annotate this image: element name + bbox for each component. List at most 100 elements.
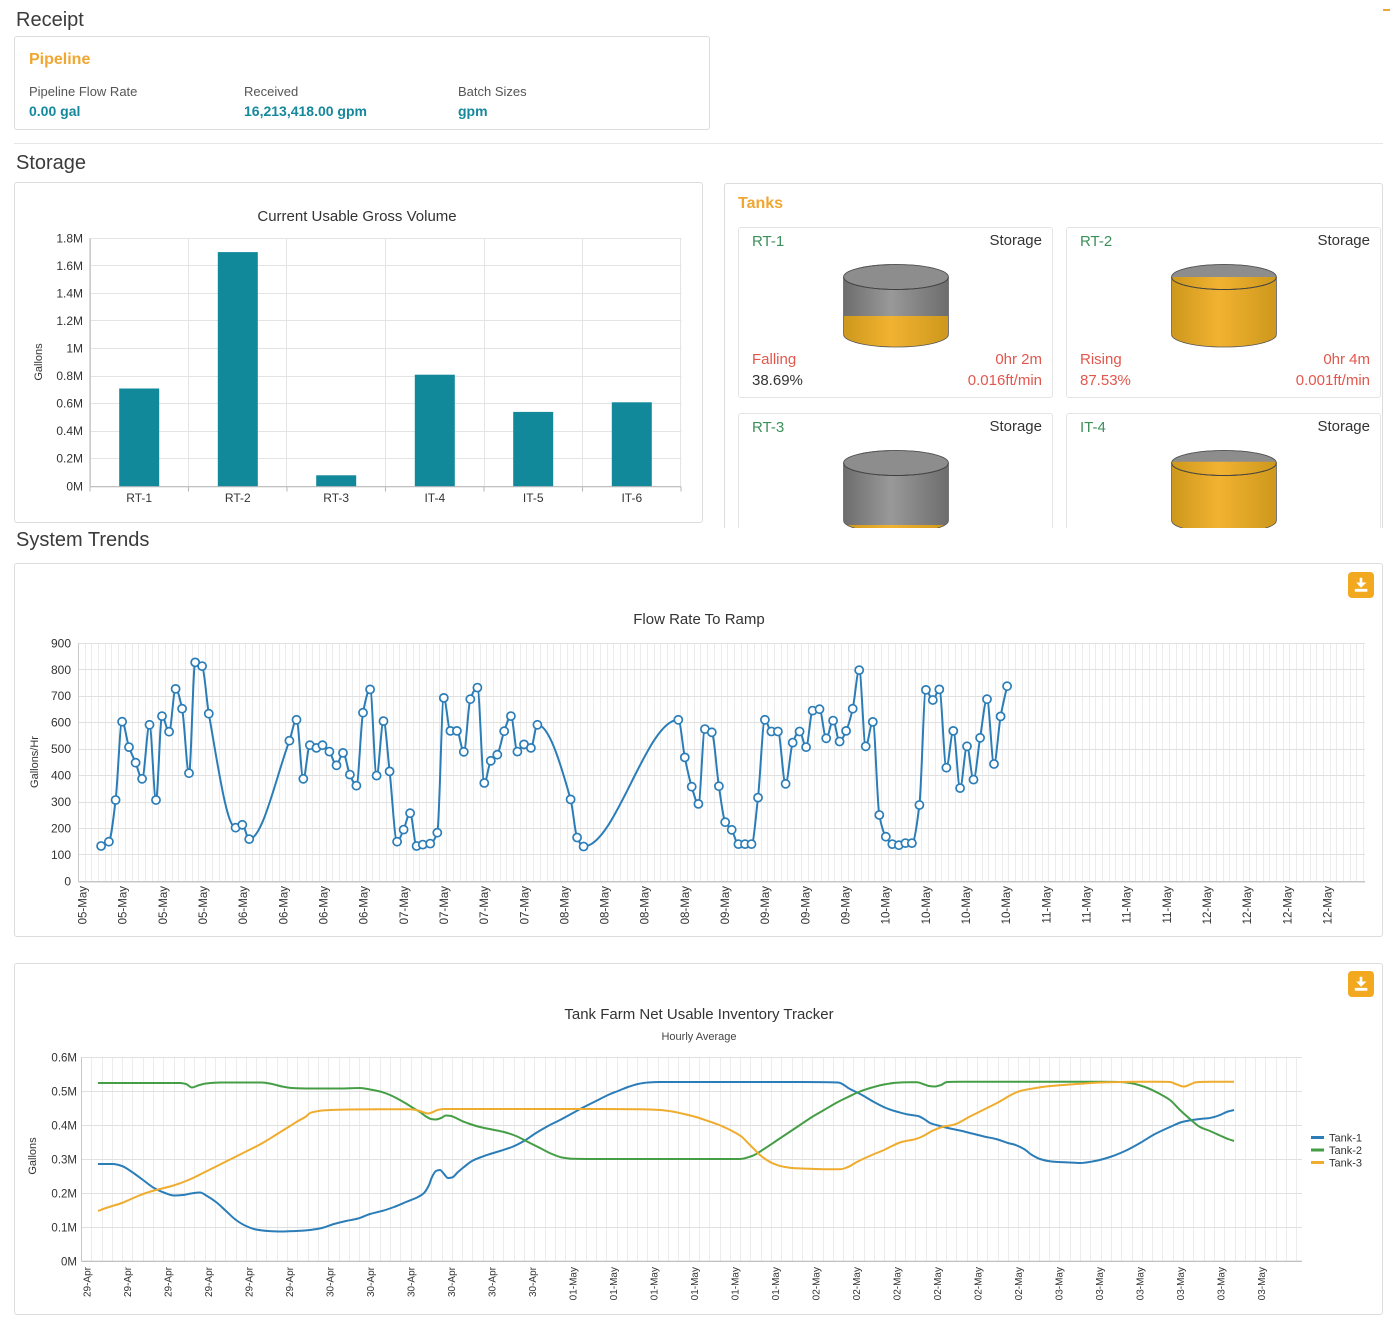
svg-text:01-May: 01-May [609,1267,620,1300]
svg-text:0.2M: 0.2M [56,452,83,466]
svg-text:06-May: 06-May [359,886,371,925]
svg-text:0.2M: 0.2M [51,1188,77,1200]
svg-text:10-May: 10-May [961,886,973,925]
svg-text:0.6M: 0.6M [51,1052,77,1064]
svg-text:11-May: 11-May [1082,886,1094,924]
svg-text:02-May: 02-May [933,1267,944,1300]
svg-text:0.1M: 0.1M [51,1222,77,1234]
svg-text:0.4M: 0.4M [56,424,83,438]
svg-text:400: 400 [51,769,71,783]
svg-text:RT-1: RT-1 [126,491,152,505]
svg-text:200: 200 [51,822,71,836]
svg-text:29-Apr: 29-Apr [164,1266,175,1297]
svg-text:900: 900 [51,636,71,650]
svg-text:08-May: 08-May [680,886,692,925]
svg-text:10-May: 10-May [881,886,893,925]
svg-text:800: 800 [51,663,71,677]
svg-text:09-May: 09-May [720,886,732,925]
svg-text:11-May: 11-May [1122,886,1134,924]
svg-text:08-May: 08-May [559,886,571,925]
svg-text:01-May: 01-May [569,1267,580,1300]
svg-text:Flow Rate To Ramp: Flow Rate To Ramp [633,611,764,628]
svg-text:1.8M: 1.8M [56,231,83,245]
svg-text:05-May: 05-May [198,886,210,925]
svg-text:09-May: 09-May [841,886,853,925]
svg-text:Current Usable Gross Volume: Current Usable Gross Volume [257,208,456,225]
svg-text:0M: 0M [61,1256,77,1268]
svg-text:09-May: 09-May [800,886,812,925]
svg-text:01-May: 01-May [771,1267,782,1300]
svg-text:03-May: 03-May [1095,1267,1106,1300]
svg-text:29-Apr: 29-Apr [123,1266,134,1297]
svg-text:12-May: 12-May [1323,886,1335,925]
svg-text:02-May: 02-May [852,1267,863,1300]
svg-text:12-May: 12-May [1202,886,1214,925]
svg-text:1M: 1M [66,342,83,356]
svg-text:30-Apr: 30-Apr [488,1266,499,1297]
svg-text:29-Apr: 29-Apr [245,1266,256,1297]
svg-text:1.4M: 1.4M [56,286,83,300]
svg-text:RT-2: RT-2 [225,491,251,505]
svg-text:Tank-2: Tank-2 [1329,1145,1362,1157]
svg-text:29-Apr: 29-Apr [83,1266,94,1297]
svg-text:03-May: 03-May [1055,1267,1066,1300]
svg-text:09-May: 09-May [760,886,772,925]
svg-text:06-May: 06-May [278,886,290,925]
svg-text:700: 700 [51,689,71,703]
svg-text:07-May: 07-May [399,886,411,925]
svg-text:02-May: 02-May [1014,1267,1025,1300]
svg-text:05-May: 05-May [118,886,130,925]
svg-text:29-Apr: 29-Apr [285,1266,296,1297]
svg-text:12-May: 12-May [1242,886,1254,925]
svg-text:Tank-1: Tank-1 [1329,1133,1362,1145]
svg-text:03-May: 03-May [1176,1267,1187,1300]
svg-text:02-May: 02-May [893,1267,904,1300]
svg-text:0.4M: 0.4M [51,1120,77,1132]
svg-text:01-May: 01-May [650,1267,661,1300]
svg-text:05-May: 05-May [78,886,90,925]
svg-text:10-May: 10-May [1001,886,1013,925]
svg-text:0.3M: 0.3M [51,1154,77,1166]
svg-text:0.5M: 0.5M [51,1086,77,1098]
svg-text:05-May: 05-May [158,886,170,925]
svg-text:03-May: 03-May [1217,1267,1228,1300]
svg-text:12-May: 12-May [1282,886,1294,925]
svg-text:30-Apr: 30-Apr [366,1266,377,1297]
svg-text:1.2M: 1.2M [56,314,83,328]
svg-text:Gallons/Hr: Gallons/Hr [29,736,41,788]
svg-text:08-May: 08-May [600,886,612,925]
svg-text:02-May: 02-May [812,1267,823,1300]
svg-text:06-May: 06-May [238,886,250,925]
svg-text:Gallons: Gallons [33,343,45,381]
svg-text:30-Apr: 30-Apr [326,1266,337,1297]
svg-text:Hourly Average: Hourly Average [661,1031,736,1043]
svg-text:0.8M: 0.8M [56,369,83,383]
svg-text:Gallons: Gallons [27,1137,39,1175]
svg-text:100: 100 [51,848,71,862]
svg-text:0.6M: 0.6M [56,397,83,411]
svg-text:IT-4: IT-4 [424,491,445,505]
svg-text:03-May: 03-May [1136,1267,1147,1300]
svg-text:11-May: 11-May [1041,886,1053,924]
svg-text:08-May: 08-May [640,886,652,925]
svg-text:07-May: 07-May [439,886,451,925]
svg-text:IT-5: IT-5 [523,491,544,505]
svg-text:Tank-3: Tank-3 [1329,1158,1362,1170]
svg-text:03-May: 03-May [1257,1267,1268,1300]
svg-text:500: 500 [51,742,71,756]
svg-text:RT-3: RT-3 [323,491,349,505]
svg-text:11-May: 11-May [1162,886,1174,924]
svg-text:01-May: 01-May [690,1267,701,1300]
svg-text:02-May: 02-May [974,1267,985,1300]
svg-text:07-May: 07-May [479,886,491,925]
svg-text:30-Apr: 30-Apr [447,1266,458,1297]
svg-text:IT-6: IT-6 [621,491,642,505]
svg-text:0M: 0M [66,479,83,493]
svg-text:30-Apr: 30-Apr [528,1266,539,1297]
svg-text:30-Apr: 30-Apr [407,1266,418,1297]
svg-text:300: 300 [51,795,71,809]
svg-text:0: 0 [64,874,71,888]
svg-text:07-May: 07-May [519,886,531,925]
svg-text:29-Apr: 29-Apr [204,1266,215,1297]
svg-text:10-May: 10-May [921,886,933,925]
